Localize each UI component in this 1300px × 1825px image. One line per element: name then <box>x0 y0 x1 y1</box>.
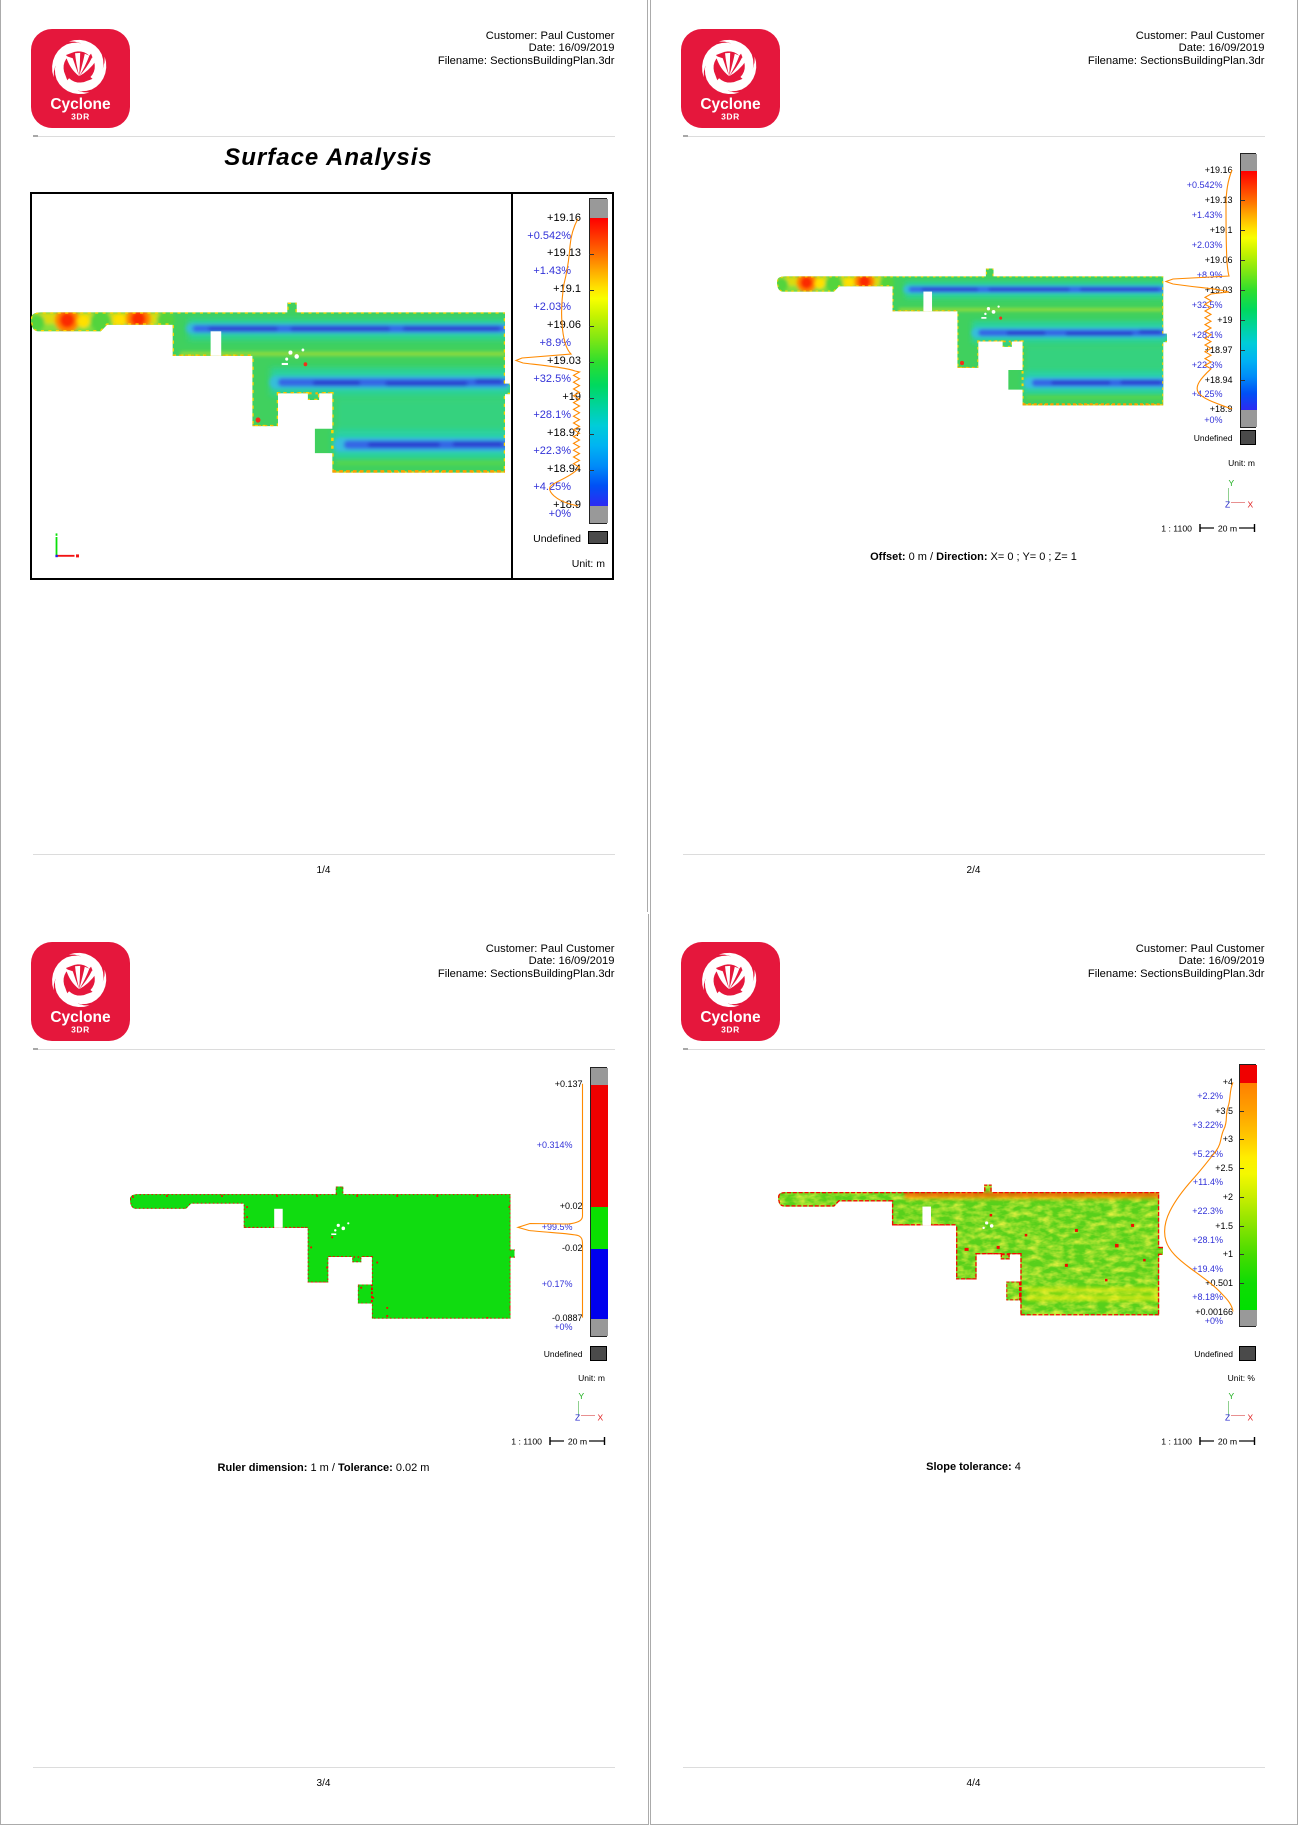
svg-text:Z: Z <box>1225 500 1230 510</box>
svg-text:Cyclone: Cyclone <box>50 1009 111 1026</box>
svg-text:20 m: 20 m <box>1218 523 1237 533</box>
svg-text:Cyclone: Cyclone <box>700 1009 761 1026</box>
svg-text:Y: Y <box>1229 478 1235 488</box>
svg-text:1 : 1100: 1 : 1100 <box>1161 1436 1192 1446</box>
svg-text:3DR: 3DR <box>71 112 90 122</box>
svg-text:Z: Z <box>1225 1413 1230 1423</box>
svg-text:20 m: 20 m <box>568 1436 587 1446</box>
svg-text:X: X <box>598 1413 604 1423</box>
svg-text:Cyclone: Cyclone <box>700 96 761 113</box>
svg-text:3DR: 3DR <box>721 1025 740 1035</box>
svg-text:Y: Y <box>579 1391 585 1401</box>
svg-text:Z: Z <box>575 1413 580 1423</box>
svg-text:1 : 1100: 1 : 1100 <box>1161 523 1192 533</box>
svg-text:X: X <box>1248 1413 1254 1423</box>
svg-text:3DR: 3DR <box>721 112 740 122</box>
svg-text:1 : 1100: 1 : 1100 <box>511 1436 542 1446</box>
svg-text:X: X <box>1248 500 1254 510</box>
svg-text:20 m: 20 m <box>1218 1436 1237 1446</box>
svg-text:3DR: 3DR <box>71 1025 90 1035</box>
svg-text:Y: Y <box>1229 1391 1235 1401</box>
svg-text:Cyclone: Cyclone <box>50 96 111 113</box>
